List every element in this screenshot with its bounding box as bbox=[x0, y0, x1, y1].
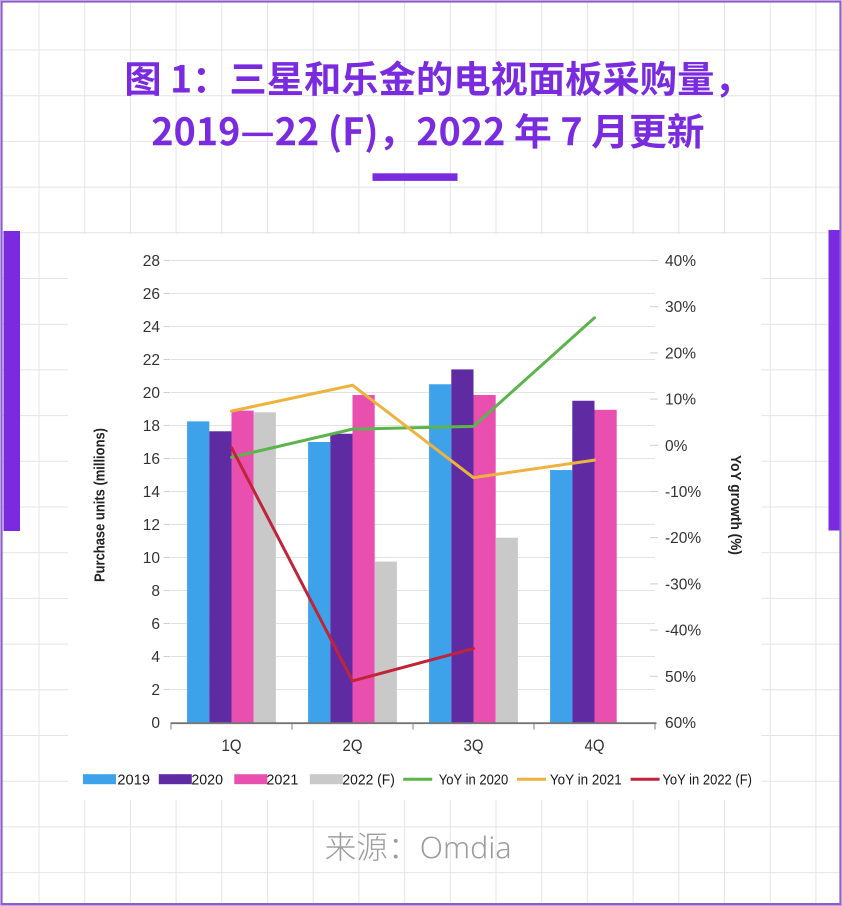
svg-text:12: 12 bbox=[143, 517, 160, 534]
svg-text:16: 16 bbox=[143, 451, 160, 468]
svg-text:30%: 30% bbox=[665, 299, 696, 316]
svg-text:Purchase units (millions): Purchase units (millions) bbox=[92, 428, 109, 582]
svg-text:10%: 10% bbox=[665, 392, 696, 409]
svg-text:0%: 0% bbox=[665, 438, 688, 455]
svg-text:20%: 20% bbox=[665, 345, 696, 362]
svg-text:22: 22 bbox=[143, 352, 160, 369]
svg-text:YoY in 2020: YoY in 2020 bbox=[439, 773, 509, 789]
svg-text:1Q: 1Q bbox=[222, 737, 242, 755]
svg-text:60%: 60% bbox=[665, 715, 696, 732]
svg-text:50%: 50% bbox=[665, 669, 696, 686]
svg-text:20: 20 bbox=[143, 385, 161, 402]
svg-text:YoY in 2022 (F): YoY in 2022 (F) bbox=[662, 773, 752, 789]
svg-text:4Q: 4Q bbox=[585, 737, 605, 755]
svg-text:40%: 40% bbox=[665, 253, 696, 270]
svg-text:18: 18 bbox=[143, 418, 160, 435]
svg-text:-40%: -40% bbox=[665, 623, 701, 640]
svg-text:10: 10 bbox=[143, 550, 161, 567]
svg-text:-30%: -30% bbox=[665, 576, 701, 593]
svg-text:2022 (F): 2022 (F) bbox=[342, 773, 395, 789]
svg-text:YoY in 2021: YoY in 2021 bbox=[550, 773, 622, 789]
svg-text:2: 2 bbox=[151, 682, 160, 699]
svg-text:26: 26 bbox=[143, 286, 160, 303]
svg-text:14: 14 bbox=[143, 484, 161, 501]
svg-text:2021: 2021 bbox=[266, 773, 298, 789]
svg-text:24: 24 bbox=[143, 319, 161, 336]
svg-text:-20%: -20% bbox=[665, 530, 701, 547]
svg-text:2019: 2019 bbox=[117, 773, 150, 789]
svg-text:8: 8 bbox=[151, 583, 160, 600]
svg-text:6: 6 bbox=[151, 616, 160, 633]
svg-text:2020: 2020 bbox=[191, 773, 223, 789]
svg-text:2Q: 2Q bbox=[343, 737, 363, 755]
svg-text:-10%: -10% bbox=[665, 484, 701, 501]
svg-text:28: 28 bbox=[143, 253, 160, 270]
svg-text:YoY growth (%): YoY growth (%) bbox=[727, 455, 744, 555]
svg-text:3Q: 3Q bbox=[464, 737, 484, 755]
svg-text:4: 4 bbox=[151, 649, 160, 666]
svg-text:0: 0 bbox=[151, 715, 160, 732]
